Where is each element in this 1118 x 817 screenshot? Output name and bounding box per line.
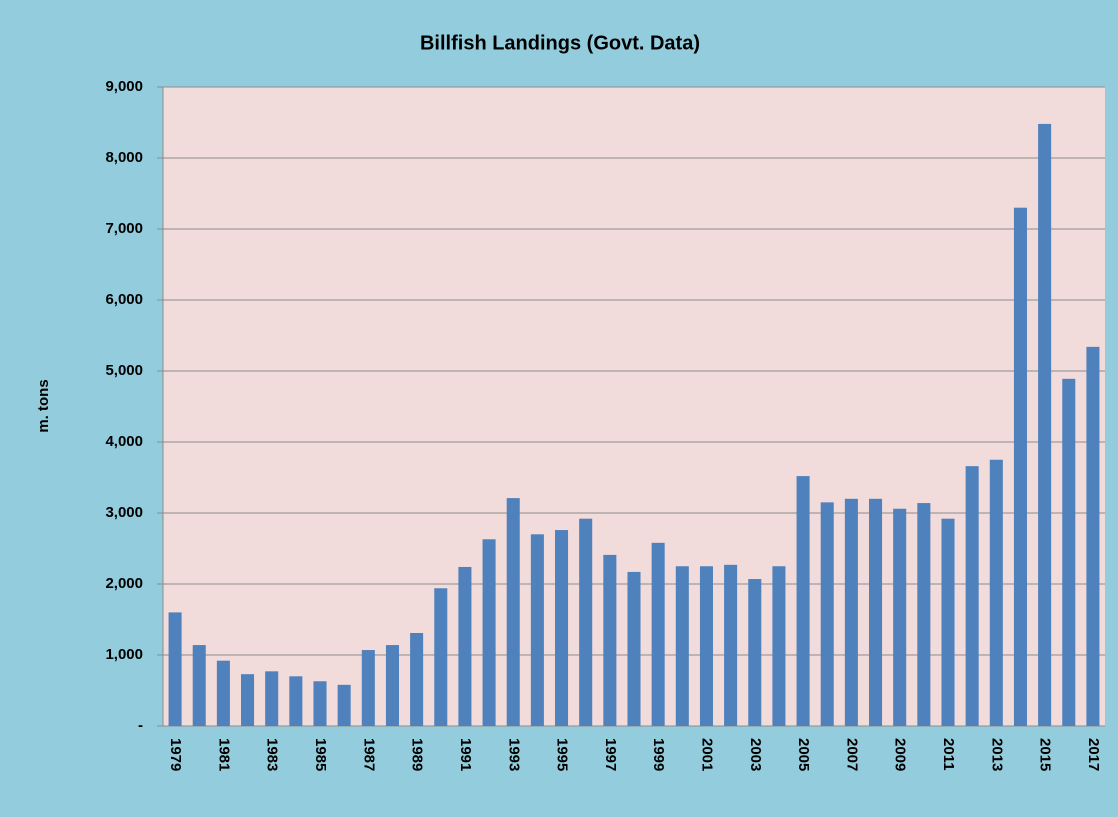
bar: [1062, 378, 1076, 726]
bar: [506, 498, 520, 726]
x-tick-label: 2011: [940, 738, 957, 771]
y-tick-label: 6,000: [105, 291, 143, 308]
bar: [555, 530, 569, 726]
bar: [627, 571, 641, 726]
x-tick-label: 1987: [360, 738, 377, 771]
x-tick-label: 2007: [843, 738, 860, 771]
bar: [458, 566, 472, 726]
bar: [844, 498, 858, 726]
bar: [965, 466, 979, 726]
bar: [289, 676, 303, 726]
bar: [989, 459, 1003, 726]
bar: [1086, 346, 1100, 726]
x-tick-label: 1997: [602, 738, 619, 771]
x-tick-label: 2003: [747, 738, 764, 771]
y-tick-label: 2,000: [105, 575, 143, 592]
bar: [941, 518, 955, 726]
x-tick-label: 2013: [988, 738, 1005, 771]
bar: [651, 542, 665, 726]
y-tick-label: 5,000: [105, 362, 143, 379]
x-tick-label: 1993: [505, 738, 522, 771]
bar: [748, 579, 762, 726]
bar: [385, 645, 399, 726]
x-tick-label: 1999: [650, 738, 667, 771]
bar: [192, 645, 206, 726]
bar: [772, 566, 786, 726]
bar: [603, 554, 617, 726]
bar: [265, 671, 279, 726]
bar: [410, 632, 424, 726]
bar: [796, 476, 810, 726]
y-tick-label: 9,000: [105, 78, 143, 95]
bar: [869, 498, 883, 726]
chart-title: Billfish Landings (Govt. Data): [420, 32, 700, 54]
x-tick-label: 1995: [554, 738, 571, 771]
x-tick-label: 1989: [409, 738, 426, 771]
bar: [530, 534, 544, 726]
x-tick-label: 1981: [215, 738, 232, 771]
y-tick-label: 7,000: [105, 220, 143, 237]
y-tick-label: 1,000: [105, 646, 143, 663]
y-tick-label: 8,000: [105, 149, 143, 166]
bar: [917, 503, 931, 726]
y-tick-label: 3,000: [105, 504, 143, 521]
x-tick-label: 2015: [1037, 738, 1054, 771]
bar: [241, 674, 255, 726]
bar: [579, 518, 593, 726]
bar: [313, 681, 327, 726]
bar: [893, 508, 907, 726]
y-axis-label: m. tons: [35, 379, 52, 432]
x-tick-label: 2017: [1085, 738, 1102, 771]
x-tick-label: 1985: [312, 738, 329, 771]
y-tick-label: -: [138, 717, 143, 734]
bar: [820, 502, 834, 726]
x-tick-label: 1991: [457, 738, 474, 771]
bar: [361, 650, 375, 726]
x-tick-label: 1983: [264, 738, 281, 771]
bar: [168, 612, 182, 726]
bar: [1013, 207, 1027, 726]
bar: [699, 566, 713, 726]
x-tick-label: 2009: [892, 738, 909, 771]
y-tick-label: 4,000: [105, 433, 143, 450]
bar: [724, 564, 738, 726]
bar: [216, 660, 230, 726]
bar: [675, 566, 689, 726]
bar: [482, 539, 496, 726]
x-tick-label: 2005: [795, 738, 812, 771]
bar: [1038, 123, 1052, 727]
x-tick-label: 2001: [698, 738, 715, 771]
bar: [434, 588, 448, 726]
x-tick-label: 1979: [167, 738, 184, 771]
bar: [337, 684, 351, 726]
